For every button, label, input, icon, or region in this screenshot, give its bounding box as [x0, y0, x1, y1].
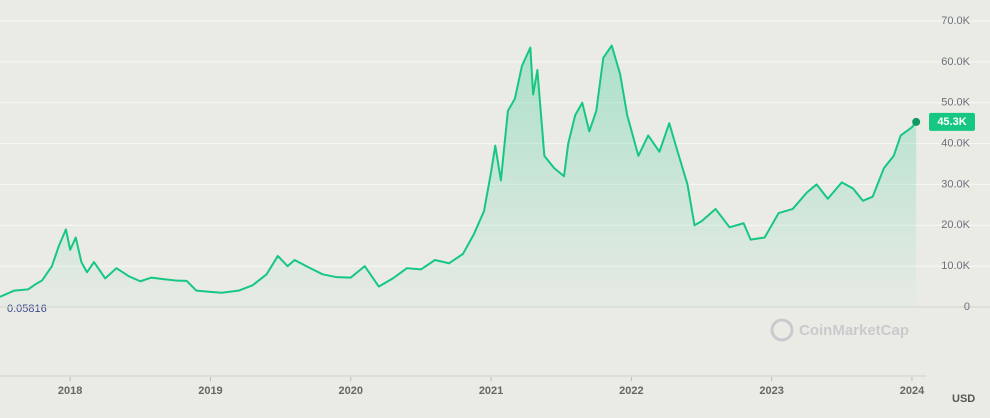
x-tick-label: 2023 — [759, 385, 783, 397]
y-tick-label: 60.0K — [941, 56, 970, 68]
y-tick-label: 70.0K — [941, 15, 970, 27]
last-point — [912, 117, 921, 126]
x-tick-label: 2018 — [58, 385, 82, 397]
currency-label: USD — [952, 393, 975, 405]
watermark: CoinMarketCap — [770, 318, 909, 342]
x-tick-label: 2019 — [198, 385, 222, 397]
y-tick-label: 0 — [964, 301, 970, 313]
y-tick-label: 30.0K — [941, 178, 970, 190]
price-line — [0, 44, 917, 298]
y-tick-label: 10.0K — [941, 260, 970, 272]
watermark-text: CoinMarketCap — [799, 322, 909, 339]
y-tick-label: 20.0K — [941, 219, 970, 231]
last-value-box — [929, 112, 975, 131]
x-tick-label: 2022 — [619, 385, 643, 397]
y-tick-label: 40.0K — [941, 137, 970, 149]
last-value-label: 45.3K — [937, 116, 966, 128]
x-tick-label: 2020 — [339, 385, 363, 397]
x-tick-label: 2024 — [900, 385, 925, 397]
area-fill — [0, 45, 917, 308]
x-tick-label: 2021 — [479, 385, 503, 397]
y-tick-label: 50.0K — [941, 97, 970, 109]
